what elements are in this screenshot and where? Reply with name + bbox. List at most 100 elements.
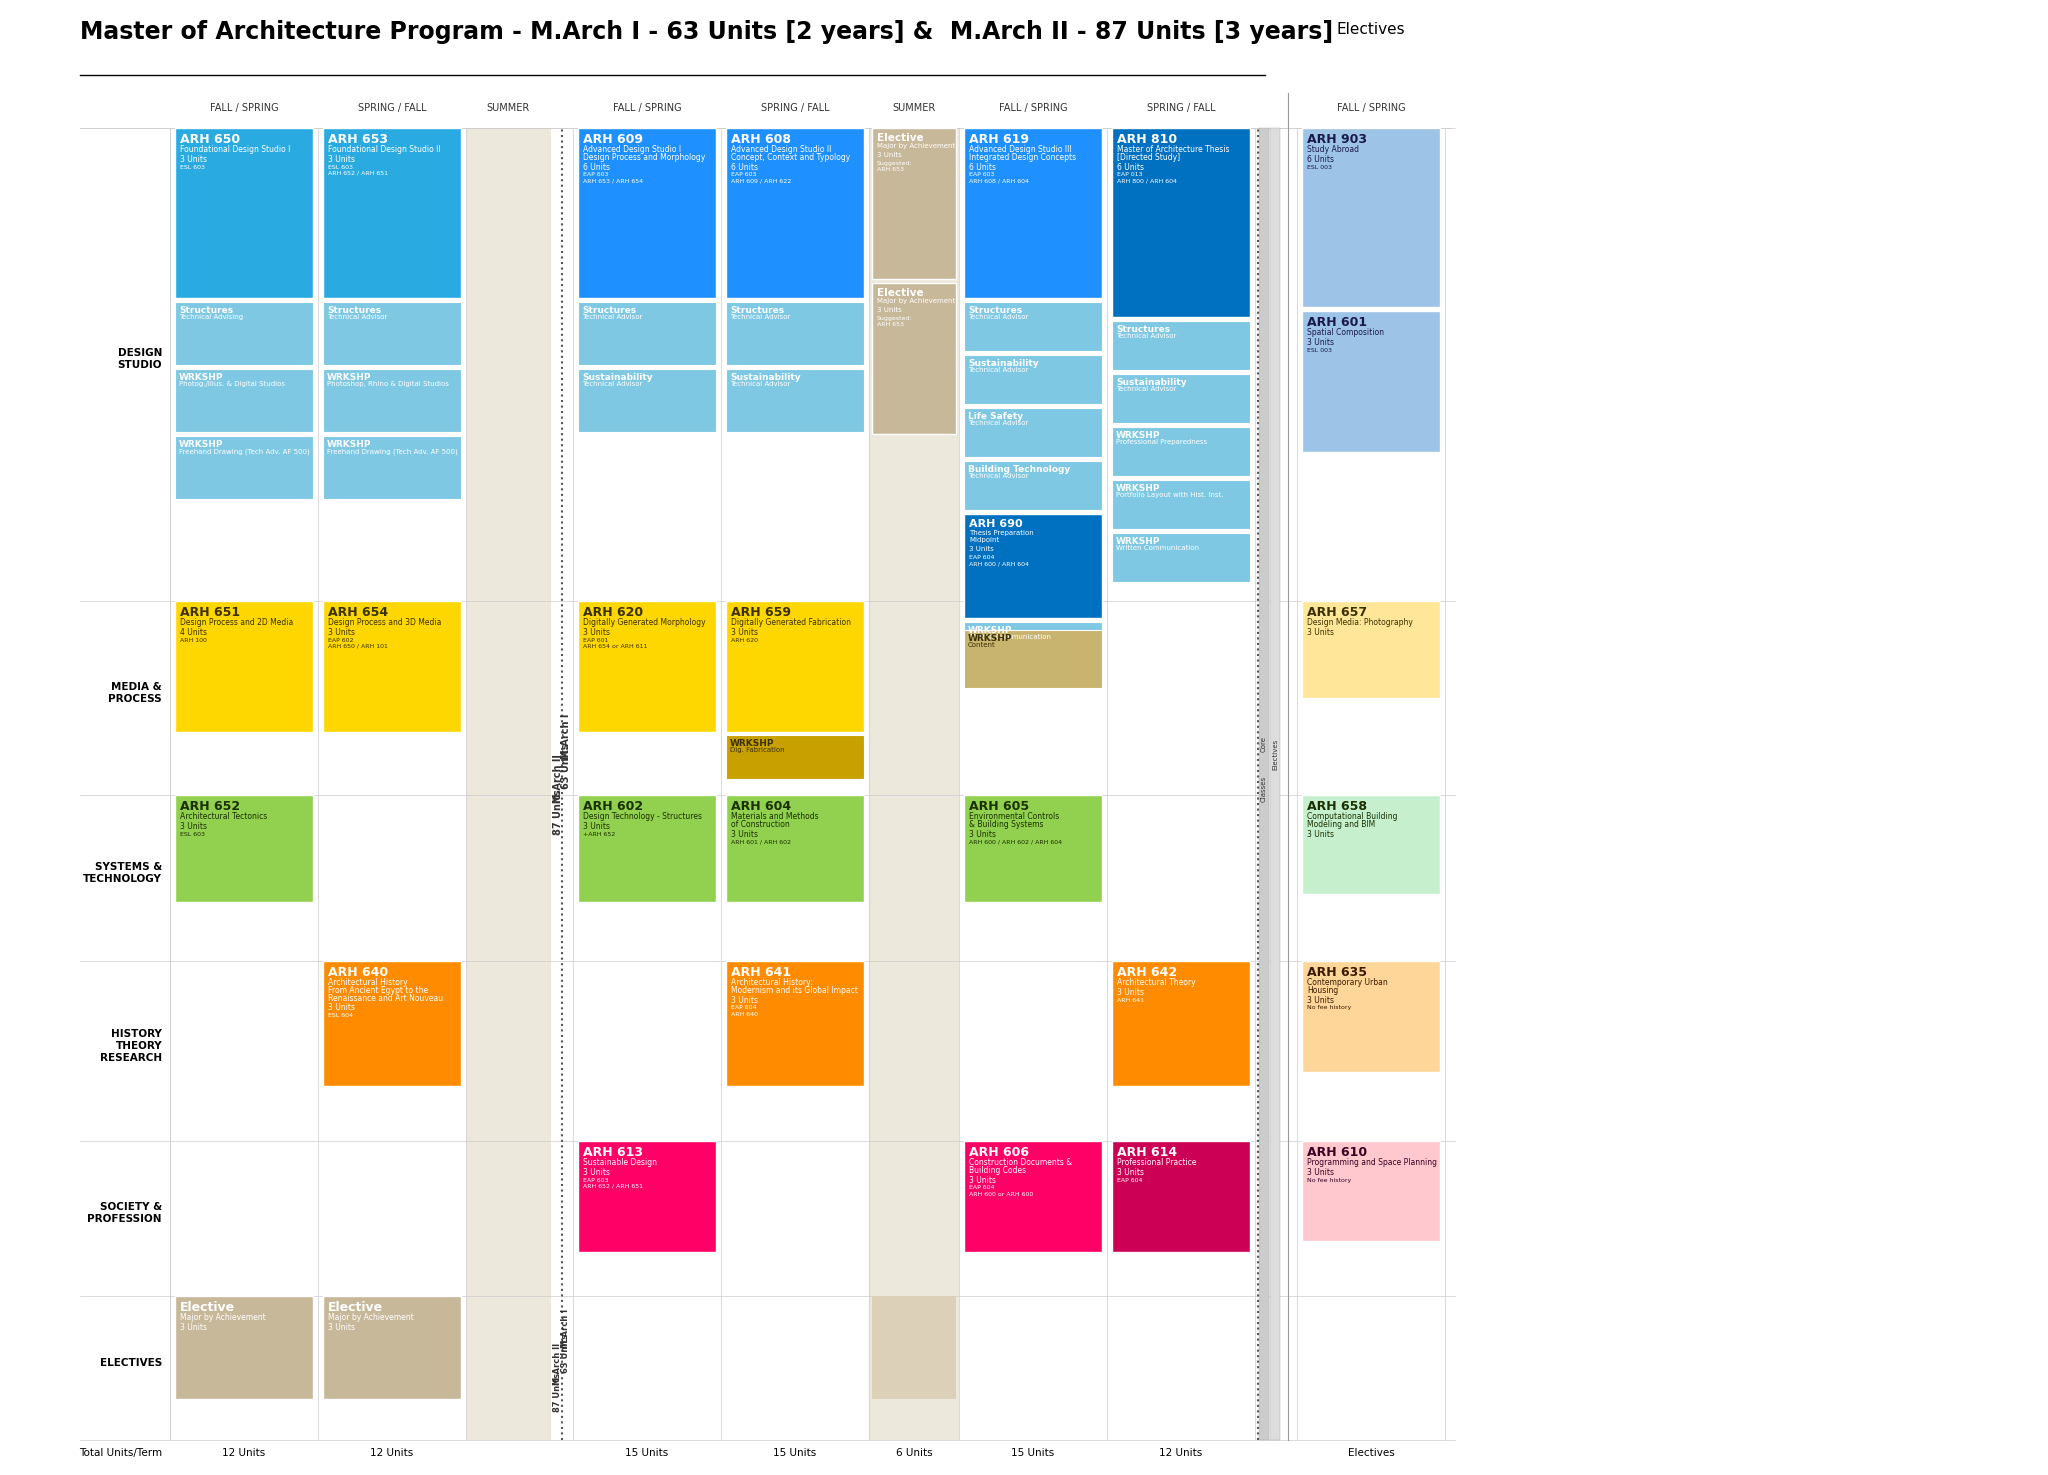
- Text: Photoshop, Rhino & Digital Studios: Photoshop, Rhino & Digital Studios: [328, 382, 449, 388]
- Text: ARH 650: ARH 650: [180, 133, 240, 146]
- Text: WRKSHP: WRKSHP: [178, 440, 223, 448]
- Text: M.Arch I: M.Arch I: [561, 714, 571, 760]
- Text: ESL 604: ESL 604: [328, 1013, 352, 1018]
- Text: ESL 603: ESL 603: [180, 165, 205, 170]
- Bar: [725, 962, 864, 1086]
- Text: 15 Units: 15 Units: [625, 1448, 668, 1457]
- Text: Modernism and its Global Impact: Modernism and its Global Impact: [731, 985, 858, 994]
- Text: Major by Achievement: Major by Achievement: [328, 1313, 414, 1322]
- Text: 3 Units: 3 Units: [328, 628, 354, 637]
- Text: Sustainability: Sustainability: [582, 373, 653, 382]
- Text: Technical Advisor: Technical Advisor: [729, 382, 791, 388]
- Text: 6 Units: 6 Units: [895, 1448, 932, 1457]
- Bar: [1303, 311, 1440, 451]
- Text: Architectural Theory: Architectural Theory: [1116, 978, 1196, 987]
- Bar: [467, 600, 551, 795]
- Text: 3 Units: 3 Units: [180, 822, 207, 830]
- Bar: [1270, 128, 1280, 1440]
- Text: SPRING / FALL: SPRING / FALL: [1147, 103, 1214, 114]
- Text: 12 Units: 12 Units: [371, 1448, 414, 1457]
- Text: 12 Units: 12 Units: [1159, 1448, 1202, 1457]
- Text: 3 Units: 3 Units: [584, 822, 610, 830]
- Text: 6 Units: 6 Units: [1116, 162, 1145, 171]
- Text: Structures: Structures: [969, 305, 1022, 316]
- Text: Technical Advisor: Technical Advisor: [969, 420, 1028, 426]
- Text: Midpoint: Midpoint: [969, 537, 999, 543]
- Bar: [324, 1297, 461, 1398]
- Text: EAP 603: EAP 603: [731, 173, 756, 177]
- Bar: [725, 735, 864, 779]
- Text: Suggested:: Suggested:: [877, 161, 913, 167]
- Text: ARH 690: ARH 690: [969, 519, 1022, 530]
- Text: Integrated Design Concepts: Integrated Design Concepts: [969, 153, 1075, 162]
- Text: Suggested:: Suggested:: [877, 316, 913, 322]
- Bar: [324, 128, 461, 298]
- Text: ARH 640: ARH 640: [328, 966, 389, 979]
- Text: ARH 652 / ARH 651: ARH 652 / ARH 651: [584, 1184, 643, 1189]
- Text: ARH 601: ARH 601: [1307, 316, 1368, 329]
- Text: ARH 651: ARH 651: [180, 606, 240, 619]
- Text: EAP 603: EAP 603: [969, 173, 995, 177]
- Bar: [174, 437, 313, 499]
- Text: ELECTIVES: ELECTIVES: [100, 1358, 162, 1367]
- Text: 6 Units: 6 Units: [1307, 155, 1333, 164]
- Text: SOCIETY &
PROFESSION: SOCIETY & PROFESSION: [88, 1202, 162, 1224]
- Text: ARH 620: ARH 620: [731, 637, 758, 643]
- Text: Technical Advisor: Technical Advisor: [582, 314, 643, 320]
- Bar: [1303, 600, 1440, 698]
- Bar: [965, 409, 1102, 457]
- Bar: [578, 795, 717, 903]
- Text: +ARH 652: +ARH 652: [584, 832, 614, 836]
- Text: Professional Preparedness: Professional Preparedness: [1116, 440, 1206, 445]
- Bar: [868, 600, 958, 795]
- Text: 3 Units: 3 Units: [328, 155, 354, 164]
- Bar: [1303, 795, 1440, 894]
- Text: Electives: Electives: [1337, 22, 1405, 37]
- Text: ARH 641: ARH 641: [1116, 997, 1145, 1003]
- Bar: [174, 302, 313, 364]
- Text: Technical Advisor: Technical Advisor: [328, 314, 387, 320]
- Text: ARH 654: ARH 654: [328, 606, 389, 619]
- Text: Structures: Structures: [1116, 324, 1169, 333]
- Text: WRKSHP: WRKSHP: [969, 634, 1012, 643]
- Text: ARH 605: ARH 605: [969, 799, 1030, 813]
- Text: WRKSHP: WRKSHP: [1116, 484, 1161, 493]
- Text: 3 Units: 3 Units: [328, 1003, 354, 1012]
- Text: Foundational Design Studio I: Foundational Design Studio I: [180, 145, 291, 155]
- Text: Freehand Drawing (Tech Adv. AF 500): Freehand Drawing (Tech Adv. AF 500): [178, 448, 309, 454]
- Text: 3 Units: 3 Units: [731, 829, 758, 839]
- Bar: [868, 1142, 958, 1297]
- Text: Concept, Context and Typology: Concept, Context and Typology: [731, 153, 850, 162]
- Text: Foundational Design Studio II: Foundational Design Studio II: [328, 145, 440, 155]
- Text: 3 Units: 3 Units: [969, 1176, 995, 1184]
- Text: M.Arch II: M.Arch II: [553, 1344, 563, 1385]
- Bar: [578, 128, 717, 298]
- Text: Technical Advisor: Technical Advisor: [969, 314, 1028, 320]
- Text: 3 Units: 3 Units: [969, 546, 993, 552]
- Text: Major by Achievement: Major by Achievement: [877, 143, 954, 149]
- Bar: [868, 128, 958, 600]
- Text: EAP 603: EAP 603: [584, 173, 608, 177]
- Text: FALL / SPRING: FALL / SPRING: [209, 103, 279, 114]
- Text: ARH 810: ARH 810: [1116, 133, 1178, 146]
- Bar: [467, 1142, 551, 1297]
- Text: 87 Units: 87 Units: [553, 1373, 563, 1412]
- Text: EAP 604: EAP 604: [1116, 1177, 1143, 1183]
- Text: Design Process and 3D Media: Design Process and 3D Media: [328, 618, 442, 627]
- Text: Design Media: Photography: Design Media: Photography: [1307, 618, 1413, 627]
- Text: Master of Architecture Program - M.Arch I - 63 Units [2 years] &  M.Arch II - 87: Master of Architecture Program - M.Arch …: [80, 21, 1333, 44]
- Text: Electives: Electives: [1348, 1448, 1395, 1457]
- Bar: [467, 962, 551, 1142]
- Text: No fee history: No fee history: [1307, 1177, 1352, 1183]
- Bar: [1260, 128, 1270, 1440]
- Bar: [1112, 1142, 1249, 1252]
- Text: ARH 652 / ARH 651: ARH 652 / ARH 651: [328, 171, 387, 176]
- Text: EAP 604: EAP 604: [969, 1186, 995, 1190]
- Text: 3 Units: 3 Units: [969, 829, 995, 839]
- Text: SUMMER: SUMMER: [893, 103, 936, 114]
- Text: Portfolio Layout with Hist. Inst.: Portfolio Layout with Hist. Inst.: [1116, 493, 1223, 499]
- Bar: [324, 369, 461, 432]
- Bar: [1112, 322, 1249, 370]
- Text: ARH 619: ARH 619: [969, 133, 1028, 146]
- Bar: [725, 128, 864, 298]
